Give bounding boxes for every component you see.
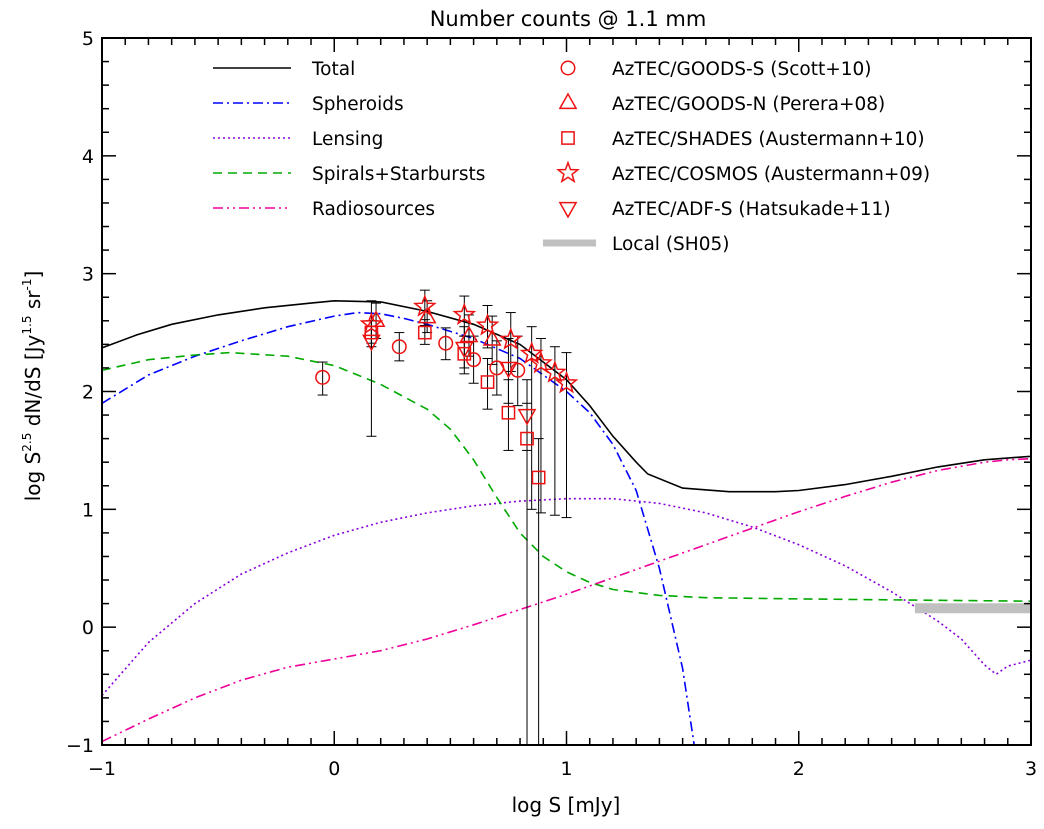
legend-label: Total <box>311 59 355 80</box>
data-point-triangle <box>459 325 479 343</box>
data-point-square <box>417 325 432 340</box>
x-tick-labels: −1 0 1 2 3 <box>88 758 1037 780</box>
series-line-0 <box>102 299 1031 493</box>
data-point-star <box>519 341 544 364</box>
data-point-star <box>498 327 523 350</box>
y-tick-label: 1 <box>82 499 94 521</box>
data-point-square <box>531 470 546 485</box>
data-point-triangle-down <box>454 341 474 359</box>
data-point-circle <box>438 335 454 351</box>
legend-label: AzTEC/GOODS-S (Scott+10) <box>612 59 871 80</box>
x-tick-label: 2 <box>793 758 805 780</box>
y-tick-label: 2 <box>82 382 94 404</box>
observation-markers <box>315 294 579 485</box>
x-axis-label: log S [mJy] <box>512 793 621 817</box>
data-point-circle <box>315 369 331 385</box>
y-tick-label: 4 <box>82 146 94 168</box>
series-line-4 <box>102 457 1031 743</box>
data-point-star <box>554 370 579 394</box>
data-point-star <box>542 360 567 383</box>
legend-label: Local (SH05) <box>612 234 729 255</box>
y-axis-label: log S2.5 dN/dS [Jy1.5 sr-1] <box>20 271 45 502</box>
legend-label: AzTEC/ADF-S (Hatsukade+11) <box>612 199 891 220</box>
x-tick-label: 1 <box>560 758 572 780</box>
legend-marker-circle <box>560 60 576 76</box>
x-tick-label: −1 <box>88 758 116 780</box>
data-point-triangle-down <box>362 334 381 352</box>
data-point-triangle-down <box>499 361 518 379</box>
legend-label: AzTEC/COSMOS (Austermann+09) <box>612 164 930 185</box>
data-point-triangle <box>482 329 502 346</box>
series-line-2 <box>102 497 1031 697</box>
y-tick-label: 5 <box>82 28 94 50</box>
data-point-star <box>359 311 384 335</box>
data-point-square <box>520 431 534 446</box>
data-point-square <box>480 375 495 389</box>
data-point-square <box>457 346 472 361</box>
data-point-triangle-down <box>517 408 537 426</box>
legend-models: Total Spheroids Lensing Spirals+Starbursts R… <box>213 59 485 220</box>
legend-label: Lensing <box>312 129 383 150</box>
legend-observations: AzTEC/GOODS-S (Scott+10) AzTEC/GOODS-N (P… <box>543 59 930 255</box>
legend-label: AzTEC/GOODS-N (Perera+08) <box>612 94 885 115</box>
legend-marker-square <box>561 131 575 145</box>
data-point-square <box>501 405 516 420</box>
series-line-1 <box>102 311 695 745</box>
legend-label: Spirals+Starbursts <box>312 164 485 185</box>
data-point-star <box>475 313 500 336</box>
x-tick-label: 0 <box>328 758 340 780</box>
legend-label: Spheroids <box>312 94 404 115</box>
legend-marker-triangle <box>558 92 578 110</box>
data-point-star <box>452 302 477 326</box>
chart-title: Number counts @ 1.1 mm <box>430 7 707 31</box>
data-point-star <box>529 350 553 374</box>
y-tick-label: 0 <box>82 617 94 639</box>
legend-label: Radiosources <box>312 199 435 220</box>
data-point-circle <box>510 362 526 378</box>
y-tick-label: −1 <box>66 735 94 757</box>
legend-marker-star <box>556 160 580 184</box>
data-point-star <box>412 294 437 317</box>
data-point-circle <box>391 339 407 355</box>
y-tick-labels: −1 0 1 2 3 4 5 <box>66 28 94 757</box>
legend-marker-triangle-down <box>558 201 578 219</box>
x-tick-label: 3 <box>1025 758 1037 780</box>
y-tick-label: 3 <box>82 264 94 286</box>
series-line-3 <box>102 351 1031 602</box>
axis-ticks <box>101 37 1032 746</box>
legend-label: AzTEC/SHADES (Austermann+10) <box>612 129 925 150</box>
